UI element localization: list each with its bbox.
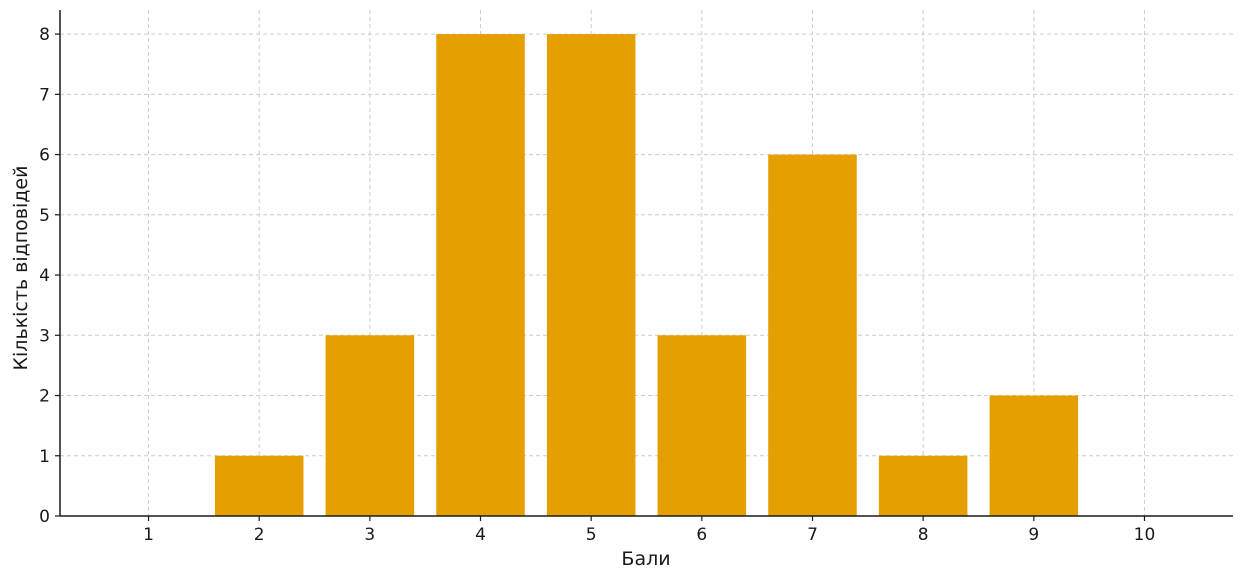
x-tick-label: 2: [254, 525, 265, 545]
bar-3: [325, 335, 415, 516]
bar-9: [989, 395, 1079, 516]
y-axis-title: Кількість відповідей: [10, 166, 32, 371]
bars-layer: [214, 34, 1079, 517]
y-tick-label: 8: [39, 25, 50, 45]
y-tick-label: 1: [39, 447, 50, 467]
y-tick-labels: 0 1 2 3 4 5 6 7 8: [39, 25, 60, 527]
x-tick-label: 9: [1028, 525, 1039, 545]
y-tick-label: 0: [39, 507, 50, 527]
x-tick-label: 3: [364, 525, 375, 545]
bar-6: [657, 335, 747, 516]
bar-2: [214, 455, 304, 516]
x-tick-label: 1: [143, 525, 154, 545]
bar-4: [436, 34, 525, 516]
x-tick-label: 6: [696, 525, 707, 545]
x-tick-label: 4: [475, 525, 486, 545]
x-tick-label: 8: [918, 525, 929, 545]
y-tick-label: 3: [39, 326, 50, 346]
x-tick-label: 10: [1134, 525, 1156, 545]
bar-7: [768, 154, 857, 517]
x-axis-title: Бали: [621, 548, 670, 569]
x-tick-labels: 1 2 3 4 5 6 7 8 9 10: [143, 516, 1155, 545]
y-tick-label: 5: [39, 206, 50, 226]
bar-8: [878, 455, 968, 516]
bar-5: [546, 34, 636, 516]
y-tick-label: 4: [39, 266, 50, 286]
y-tick-label: 7: [39, 85, 50, 105]
y-tick-label: 6: [39, 146, 50, 166]
x-tick-label: 7: [807, 525, 818, 545]
y-tick-label: 2: [39, 387, 50, 407]
x-tick-label: 5: [586, 525, 597, 545]
